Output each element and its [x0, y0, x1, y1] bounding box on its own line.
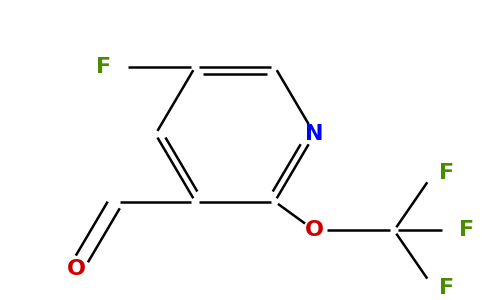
Text: N: N: [305, 124, 324, 144]
Text: O: O: [66, 259, 86, 279]
Text: F: F: [439, 163, 454, 183]
Text: F: F: [459, 220, 474, 241]
Text: O: O: [305, 220, 324, 241]
Text: F: F: [96, 57, 111, 77]
Text: F: F: [439, 278, 454, 298]
